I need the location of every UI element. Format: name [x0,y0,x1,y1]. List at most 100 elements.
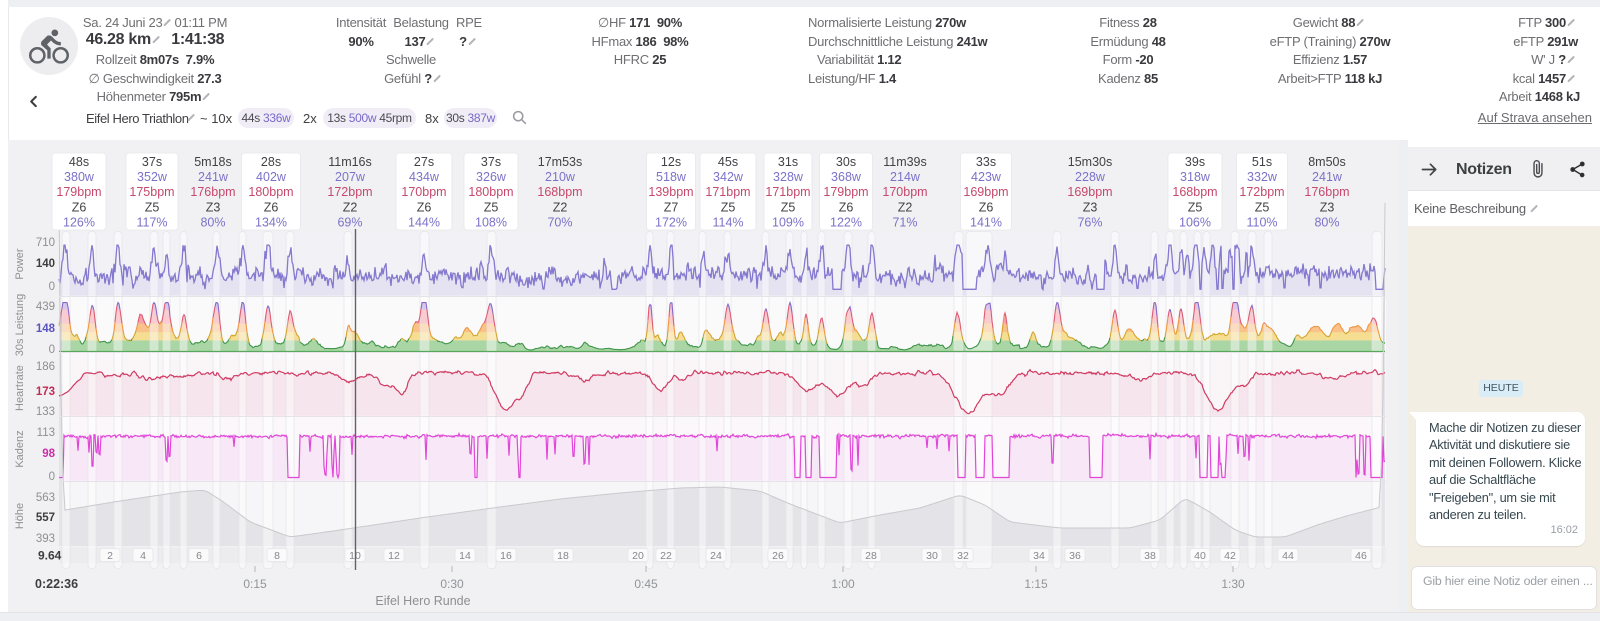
svg-text:171bpm: 171bpm [765,185,810,199]
svg-text:Z6: Z6 [264,200,279,214]
svg-text:170bpm: 170bpm [401,185,446,199]
svg-text:11m16s: 11m16s [328,155,372,169]
svg-text:171bpm: 171bpm [705,185,750,199]
svg-text:26: 26 [772,550,784,562]
svg-text:16: 16 [500,550,512,562]
svg-text:134%: 134% [255,215,287,229]
svg-text:Z6: Z6 [839,200,854,214]
svg-text:342w: 342w [713,170,744,184]
svg-text:133: 133 [36,406,55,418]
svg-text:9.64: 9.64 [38,549,62,563]
svg-text:Z5: Z5 [484,200,499,214]
svg-text:Z7: Z7 [664,200,679,214]
svg-text:31s: 31s [778,155,798,169]
svg-text:0:15: 0:15 [243,577,267,591]
svg-text:39s: 39s [1185,155,1205,169]
svg-text:Z2: Z2 [343,200,358,214]
svg-text:Z5: Z5 [781,200,796,214]
svg-text:Power: Power [14,248,26,280]
svg-text:563: 563 [36,492,55,504]
svg-text:27s: 27s [414,155,434,169]
svg-text:169bpm: 169bpm [963,185,1008,199]
svg-text:Z5: Z5 [1188,200,1203,214]
svg-text:30s: 30s [836,155,856,169]
svg-text:122%: 122% [830,215,862,229]
svg-text:6: 6 [196,550,202,562]
svg-text:Z5: Z5 [1255,200,1270,214]
svg-text:110%: 110% [1246,215,1277,229]
svg-text:169bpm: 169bpm [1067,185,1112,199]
svg-text:1:15: 1:15 [1024,577,1048,591]
svg-text:241w: 241w [1312,170,1343,184]
svg-text:170bpm: 170bpm [882,185,927,199]
svg-text:176bpm: 176bpm [1304,185,1349,199]
svg-text:139bpm: 139bpm [648,185,693,199]
svg-text:0:30: 0:30 [440,577,464,591]
svg-text:140: 140 [36,258,55,270]
svg-text:8: 8 [274,550,280,562]
svg-text:Eifel Hero Runde: Eifel Hero Runde [375,594,470,608]
svg-text:210w: 210w [545,170,576,184]
svg-text:Z2: Z2 [898,200,913,214]
svg-text:4: 4 [140,550,146,562]
svg-text:80%: 80% [200,215,225,229]
svg-text:179bpm: 179bpm [56,185,101,199]
svg-text:Z5: Z5 [145,200,160,214]
svg-text:22: 22 [660,550,672,562]
svg-text:117%: 117% [136,215,167,229]
svg-text:173: 173 [36,386,55,398]
svg-text:328w: 328w [773,170,804,184]
svg-text:393: 393 [36,533,55,545]
svg-text:0:22:36: 0:22:36 [35,577,78,591]
svg-text:168bpm: 168bpm [1172,185,1217,199]
svg-text:352w: 352w [137,170,168,184]
svg-text:42: 42 [1224,550,1236,562]
svg-text:172bpm: 172bpm [1239,185,1284,199]
svg-text:34: 34 [1033,550,1045,562]
svg-text:32: 32 [957,550,969,562]
svg-text:36: 36 [1069,550,1081,562]
svg-text:332w: 332w [1247,170,1278,184]
svg-text:518w: 518w [656,170,687,184]
svg-text:24: 24 [710,550,722,562]
svg-text:241w: 241w [198,170,229,184]
svg-text:Kadenz: Kadenz [14,430,26,467]
svg-text:326w: 326w [476,170,507,184]
svg-text:46: 46 [1355,550,1367,562]
svg-text:172%: 172% [655,215,687,229]
svg-text:Z3: Z3 [206,200,221,214]
svg-text:557: 557 [36,512,55,524]
svg-text:0:45: 0:45 [634,577,658,591]
svg-text:439: 439 [36,301,55,313]
svg-text:33s: 33s [976,155,996,169]
svg-text:710: 710 [36,237,55,249]
svg-text:148: 148 [36,323,56,335]
svg-text:214w: 214w [890,170,921,184]
svg-text:108%: 108% [475,215,507,229]
svg-text:380w: 380w [64,170,95,184]
svg-text:76%: 76% [1077,215,1102,229]
svg-text:175bpm: 175bpm [129,185,174,199]
svg-text:70%: 70% [547,215,572,229]
svg-text:12s: 12s [661,155,681,169]
svg-text:51s: 51s [1252,155,1272,169]
svg-text:318w: 318w [1180,170,1211,184]
svg-text:0: 0 [49,471,55,483]
svg-text:37s: 37s [481,155,501,169]
svg-text:176bpm: 176bpm [190,185,235,199]
svg-text:98: 98 [42,448,55,460]
svg-text:8m50s: 8m50s [1308,155,1346,169]
svg-text:11m39s: 11m39s [883,155,927,169]
svg-text:434w: 434w [409,170,440,184]
svg-text:20: 20 [632,550,644,562]
svg-text:17m53s: 17m53s [538,155,582,169]
svg-text:Heartrate: Heartrate [14,365,26,411]
svg-text:402w: 402w [256,170,287,184]
svg-text:141%: 141% [970,215,1002,229]
svg-text:15m30s: 15m30s [1068,155,1112,169]
svg-text:179bpm: 179bpm [823,185,868,199]
svg-text:28: 28 [865,550,877,562]
svg-text:114%: 114% [712,215,743,229]
svg-text:18: 18 [557,550,569,562]
svg-text:28s: 28s [261,155,281,169]
